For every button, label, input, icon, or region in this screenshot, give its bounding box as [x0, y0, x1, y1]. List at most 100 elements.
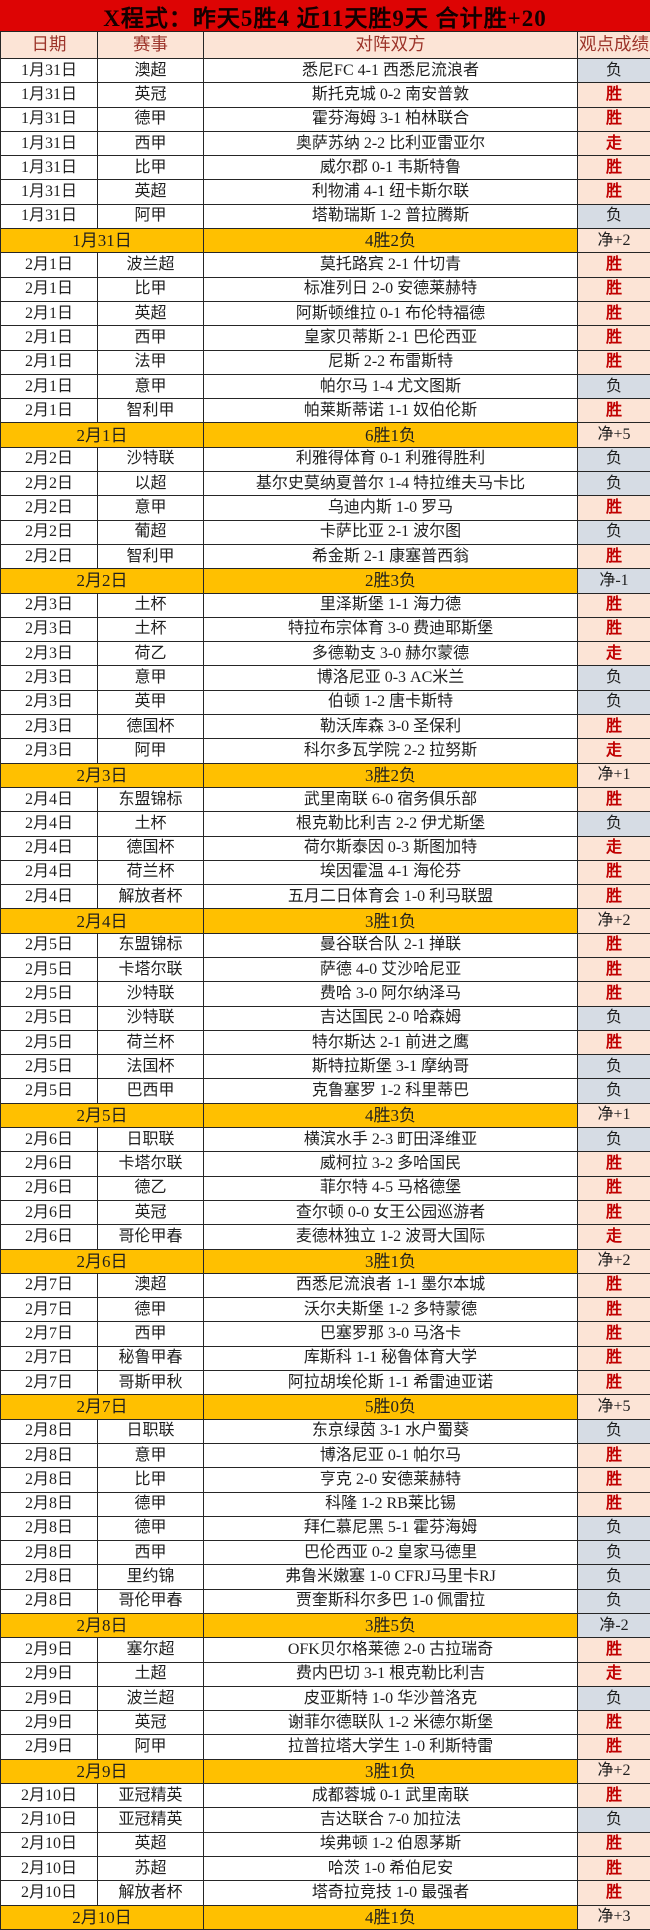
date-cell: 2月9日 [0, 1710, 98, 1736]
league-cell: 英冠 [97, 82, 204, 108]
summary-record-cell: 3胜5负 [203, 1612, 578, 1639]
date-cell: 2月8日 [0, 1418, 98, 1444]
day-summary-row: 2月10日 4胜1负 净+3 [0, 1904, 650, 1930]
match-cell: 横滨水手 2-3 町田泽维亚 [203, 1127, 578, 1153]
result-cell: 胜 [577, 1710, 650, 1736]
match-cell: 埃弗顿 1-2 伯恩茅斯 [203, 1831, 578, 1857]
league-cell: 英甲 [97, 689, 204, 716]
match-row: 2月4日 土杯 根克勒比利吉 2-2 伊尤斯堡负 [0, 811, 650, 837]
match-cell: 多德勒支 3-0 赫尔蒙德 [203, 641, 578, 667]
match-cell: 科隆 1-2 RB莱比锡 [203, 1491, 578, 1517]
date-cell: 2月8日 [0, 1515, 98, 1542]
match-cell: 阿拉胡埃伦斯 1-1 希雷迪亚诺 [203, 1370, 578, 1396]
result-cell: 胜 [577, 1491, 650, 1517]
result-cell: 胜 [577, 786, 650, 813]
date-cell: 2月8日 [0, 1588, 98, 1615]
result-cell: 负 [577, 689, 650, 716]
result-cell: 负 [577, 373, 650, 400]
summary-record-cell: 2胜3负 [203, 568, 578, 594]
result-cell: 胜 [577, 1880, 650, 1906]
date-cell: 2月4日 [0, 859, 98, 886]
result-cell: 胜 [577, 1467, 650, 1493]
league-cell: 沙特联 [97, 446, 204, 473]
summary-record-cell: 3胜1负 [203, 908, 578, 934]
match-cell: 亨克 2-0 安德莱赫特 [203, 1467, 578, 1493]
result-cell: 胜 [577, 1370, 650, 1396]
league-cell: 土杯 [97, 592, 204, 618]
match-row: 2月3日 意甲 博洛尼亚 0-3 AC米兰负 [0, 665, 650, 691]
result-cell: 走 [577, 738, 650, 764]
league-cell: 波兰超 [97, 1685, 204, 1712]
league-cell: 西甲 [97, 1321, 204, 1347]
col-header-match: 对阵双方 [203, 31, 578, 59]
result-cell: 胜 [577, 1151, 650, 1177]
match-cell: 成都蓉城 0-1 武里南联 [203, 1783, 578, 1809]
summary-net-cell: 净+5 [577, 1394, 650, 1420]
date-cell: 2月3日 [0, 616, 98, 643]
date-cell: 2月4日 [0, 884, 98, 910]
date-cell: 2月8日 [0, 1491, 98, 1517]
date-cell: 2月2日 [0, 543, 98, 570]
summary-record-cell: 3胜1负 [203, 1758, 578, 1785]
match-cell: 费哈 3-0 阿尔纳泽马 [203, 981, 578, 1007]
match-cell: 威尔郡 0-1 韦斯特鲁 [203, 155, 578, 181]
match-cell: 埃因霍温 4-1 海伦芬 [203, 859, 578, 886]
league-cell: 英超 [97, 179, 204, 205]
day-summary-row: 2月1日 6胜1负 净+5 [0, 422, 650, 448]
day-summary-row: 1月31日 4胜2负 净+2 [0, 228, 650, 254]
match-cell: 沃尔夫斯堡 1-2 多特蒙德 [203, 1297, 578, 1323]
summary-net-cell: 净+3 [577, 1904, 650, 1930]
match-row: 2月8日 意甲 博洛尼亚 0-1 帕尔马胜 [0, 1442, 650, 1469]
match-cell: 巴伦西亚 0-2 皇家马德里 [203, 1540, 578, 1566]
match-cell: 伯顿 1-2 唐卡斯特 [203, 689, 578, 716]
result-cell: 胜 [577, 1272, 650, 1299]
date-cell: 1月31日 [0, 179, 98, 205]
match-row: 2月5日 沙特联 吉达国民 2-0 哈森姆负 [0, 1005, 650, 1031]
league-cell: 巴西甲 [97, 1078, 204, 1104]
match-cell: 武里南联 6-0 宿务俱乐部 [203, 786, 578, 813]
date-cell: 2月4日 [0, 786, 98, 813]
league-cell: 以超 [97, 471, 204, 497]
result-cell: 胜 [577, 1831, 650, 1857]
match-cell: 利物浦 4-1 纽卡斯尔联 [203, 179, 578, 205]
date-cell: 1月31日 [0, 130, 98, 157]
title-banner: X程式：昨天5胜4 近11天胜9天 合计胜+20 [0, 0, 650, 31]
date-cell: 2月7日 [0, 1272, 98, 1299]
league-cell: 亚冠精英 [97, 1807, 204, 1833]
result-cell: 胜 [577, 592, 650, 618]
match-row: 2月9日 塞尔超 OFK贝尔格莱德 2-0 古拉瑞奇胜 [0, 1637, 650, 1663]
result-cell: 胜 [577, 859, 650, 886]
match-cell: 吉达国民 2-0 哈森姆 [203, 1005, 578, 1031]
league-cell: 法国杯 [97, 1054, 204, 1080]
date-cell: 1月31日 [0, 106, 98, 132]
league-cell: 荷兰杯 [97, 859, 204, 886]
date-cell: 2月6日 [0, 1175, 98, 1201]
result-cell: 胜 [577, 155, 650, 181]
date-cell: 2月1日 [0, 373, 98, 400]
league-cell: 意甲 [97, 1442, 204, 1469]
match-row: 1月31日 德甲 霍芬海姆 3-1 柏林联合胜 [0, 106, 650, 132]
date-cell: 2月2日 [0, 519, 98, 545]
league-cell: 波兰超 [97, 252, 204, 278]
match-row: 2月1日 波兰超 莫托路宾 2-1 什切青胜 [0, 252, 650, 278]
match-row: 2月6日 德乙 菲尔特 4-5 马格德堡胜 [0, 1175, 650, 1201]
date-cell: 2月3日 [0, 641, 98, 667]
result-cell: 胜 [577, 714, 650, 740]
match-row: 2月10日 亚冠精英 成都蓉城 0-1 武里南联胜 [0, 1783, 650, 1809]
match-row: 1月31日 西甲 奥萨苏纳 2-2 比利亚雷亚尔走 [0, 130, 650, 157]
match-row: 2月9日 土超 费内巴切 3-1 根克勒比利吉走 [0, 1661, 650, 1687]
result-cell: 胜 [577, 1345, 650, 1372]
date-cell: 2月4日 [0, 811, 98, 837]
match-cell: 费内巴切 3-1 根克勒比利吉 [203, 1661, 578, 1687]
summary-net-cell: 净+2 [577, 228, 650, 254]
match-cell: 博洛尼亚 0-3 AC米兰 [203, 665, 578, 691]
result-cell: 负 [577, 1685, 650, 1712]
result-cell: 负 [577, 203, 650, 230]
league-cell: 土杯 [97, 811, 204, 837]
match-cell: 皮亚斯特 1-0 华沙普洛克 [203, 1685, 578, 1712]
match-row: 2月5日 东盟锦标 曼谷联合队 2-1 掸联胜 [0, 932, 650, 958]
day-summary-row: 2月8日 3胜5负 净-2 [0, 1612, 650, 1639]
match-row: 1月31日 比甲 威尔郡 0-1 韦斯特鲁胜 [0, 155, 650, 181]
match-row: 2月9日 阿甲 拉普拉塔大学生 1-0 利斯特雷胜 [0, 1734, 650, 1760]
